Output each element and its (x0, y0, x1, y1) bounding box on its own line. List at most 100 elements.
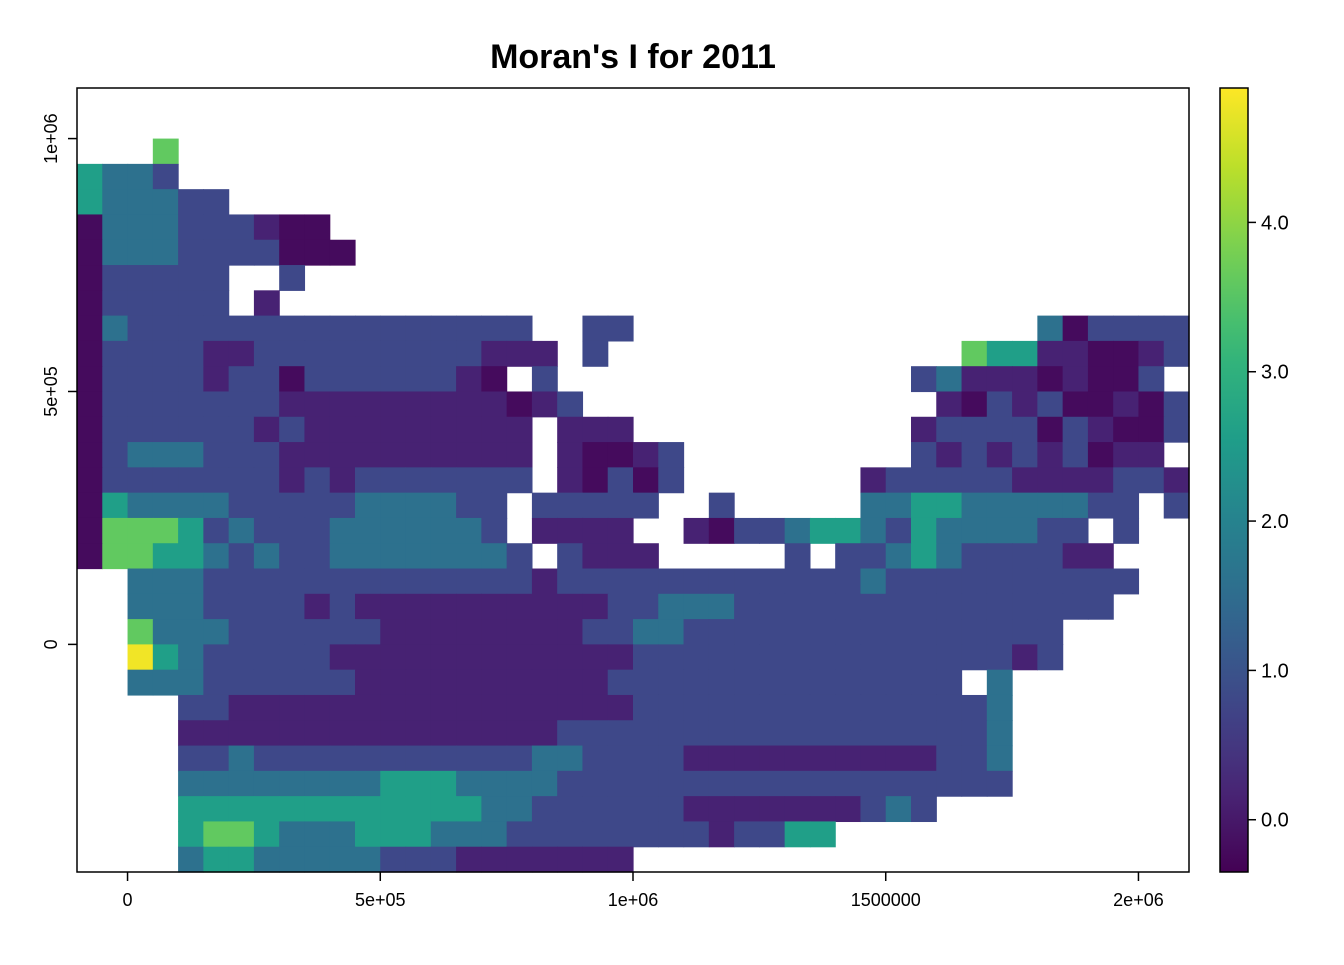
heatmap-cell (531, 568, 558, 595)
heatmap-cell (1037, 442, 1064, 468)
heatmap-cell (355, 366, 381, 393)
heatmap-cell (178, 821, 204, 848)
heatmap-cell (304, 720, 331, 747)
heatmap-cell (481, 442, 508, 468)
heatmap-cell (1062, 366, 1089, 393)
heatmap-cell (178, 189, 204, 216)
heatmap-cell (683, 517, 710, 544)
heatmap-cell (253, 467, 280, 494)
heatmap-cell (430, 745, 457, 772)
heatmap-cell (456, 416, 482, 443)
heatmap-cell (329, 745, 356, 772)
heatmap-cell (860, 492, 887, 519)
heatmap-cell (1037, 366, 1064, 393)
heatmap-cell (253, 619, 280, 645)
heatmap-cell (102, 163, 129, 190)
x-tick-label: 1500000 (851, 890, 921, 910)
heatmap-cell (885, 467, 912, 494)
heatmap-cell (380, 593, 407, 620)
heatmap-cell (430, 416, 457, 443)
heatmap-cell (279, 770, 306, 797)
heatmap-cell (911, 669, 937, 696)
heatmap-cell (835, 720, 862, 747)
heatmap-cell (1163, 467, 1190, 494)
heatmap-cell (279, 391, 306, 418)
heatmap-cell (380, 492, 407, 519)
heatmap-cell (961, 568, 988, 595)
heatmap-cell (835, 694, 862, 721)
heatmap-cell (304, 391, 331, 418)
heatmap-cell (784, 593, 811, 620)
heatmap-cell (178, 568, 204, 595)
heatmap-cell (658, 568, 685, 595)
heatmap-cell (911, 619, 937, 645)
heatmap-cell (759, 821, 786, 848)
heatmap-cell (1037, 644, 1064, 671)
heatmap-cell (506, 543, 533, 570)
heatmap-cell (683, 593, 710, 620)
heatmap-cell (430, 568, 457, 595)
heatmap-cell (1087, 416, 1114, 443)
heatmap-cell (380, 543, 407, 570)
heatmap-cell (253, 315, 280, 342)
heatmap-cell (152, 340, 179, 367)
heatmap-cell (279, 644, 306, 671)
heatmap-cell (734, 821, 760, 848)
heatmap-cell (607, 796, 634, 823)
heatmap-cell (506, 568, 533, 595)
heatmap-cell (1062, 315, 1089, 342)
heatmap-cell (582, 770, 609, 797)
heatmap-cell (1138, 442, 1165, 468)
heatmap-cell (531, 796, 558, 823)
heatmap-cell (784, 745, 811, 772)
heatmap-cell (835, 770, 862, 797)
heatmap-cell (1037, 416, 1064, 443)
heatmap-cell (203, 189, 230, 216)
heatmap-cell (279, 720, 306, 747)
heatmap-cell (481, 366, 508, 393)
heatmap-cell (784, 517, 811, 544)
heatmap-cell (835, 745, 862, 772)
heatmap-cell (1087, 366, 1114, 393)
heatmap-cell (178, 796, 204, 823)
heatmap-cell (1062, 517, 1089, 544)
heatmap-cell (304, 214, 331, 241)
heatmap-cell (557, 694, 584, 721)
heatmap-cell (734, 619, 760, 645)
heatmap-cell (860, 694, 887, 721)
y-tick-label: 5e+05 (41, 366, 61, 417)
heatmap-cell (734, 644, 760, 671)
heatmap-cell (708, 593, 735, 620)
heatmap-cell (279, 315, 306, 342)
heatmap-cell (1113, 517, 1140, 544)
heatmap-cell (127, 644, 154, 671)
heatmap-cell (531, 745, 558, 772)
heatmap-cell (633, 568, 659, 595)
heatmap-cell (658, 745, 685, 772)
x-tick-label: 0 (123, 890, 133, 910)
heatmap-cell (531, 619, 558, 645)
heatmap-cell (683, 644, 710, 671)
heatmap-cell (380, 770, 407, 797)
heatmap-cell (456, 593, 482, 620)
heatmap-cell (304, 593, 331, 620)
heatmap-cell (809, 745, 836, 772)
heatmap-cell (734, 669, 760, 696)
heatmap-cell (911, 543, 937, 570)
heatmap-cell (203, 239, 230, 266)
heatmap-cell (355, 442, 381, 468)
heatmap-cell (784, 543, 811, 570)
heatmap-cell (481, 416, 508, 443)
heatmap-cell (329, 720, 356, 747)
heatmap-cell (405, 517, 432, 544)
heatmap-cell (456, 568, 482, 595)
heatmap-cell (405, 340, 432, 367)
heatmap-cell (1062, 543, 1089, 570)
heatmap-cell (329, 543, 356, 570)
heatmap-cell (1062, 391, 1089, 418)
heatmap-cell (253, 366, 280, 393)
heatmap-cell (708, 568, 735, 595)
heatmap-cell (203, 517, 230, 544)
heatmap-cell (178, 517, 204, 544)
